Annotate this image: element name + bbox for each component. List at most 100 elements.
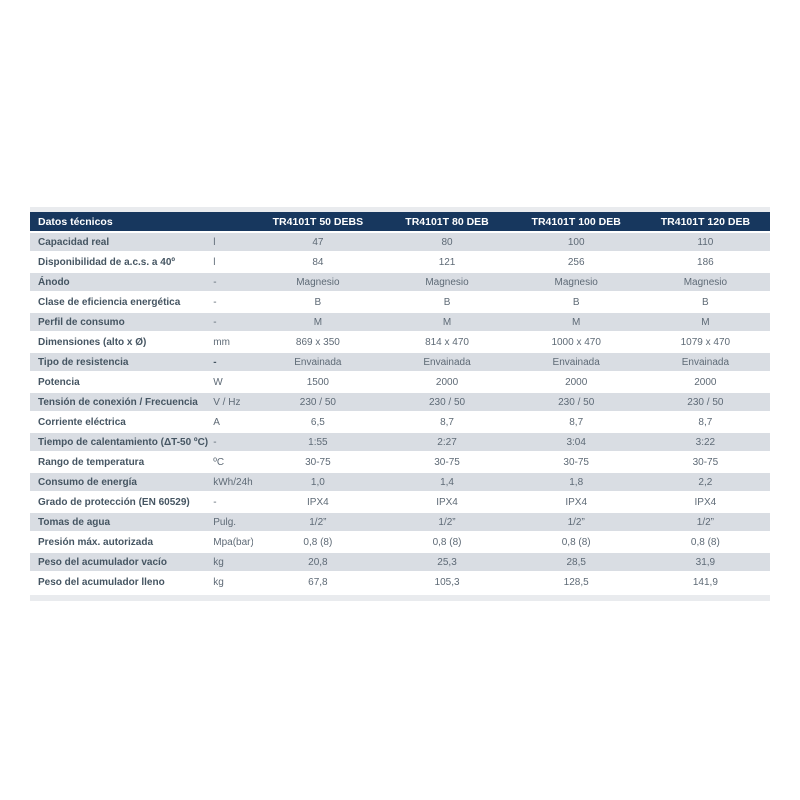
column-header-model-4: TR4101T 120 DEB [640,212,770,233]
row-unit: - [213,273,254,293]
row-value: 0,8 (8) [511,533,641,553]
row-unit: l [213,233,254,253]
row-label: Rango de temperatura [30,453,214,473]
row-value: 230 / 50 [253,393,383,413]
row-value: 1/2” [640,513,770,533]
row-unit: - [213,353,254,373]
row-label: Peso del acumulador lleno [30,573,214,593]
row-value: 128,5 [511,573,641,593]
table-top-strip [30,207,770,212]
row-label: Dimensiones (alto x Ø) [30,333,214,353]
table-bottom-strip [30,595,770,601]
table-row: Rango de temperatura ºC 30-75 30-75 30-75 30-… [30,453,770,473]
row-value: 1/2” [511,513,641,533]
table-row: Disponibilidad de a.c.s. a 40º l 84 121 256 1… [30,253,770,273]
row-value: Magnesio [382,273,512,293]
row-value: 8,7 [640,413,770,433]
row-value: 2000 [640,373,770,393]
row-unit: - [213,293,254,313]
spec-table: Datos técnicos TR4101T 50 DEBS TR4101T 8… [30,212,770,593]
column-header-model-2: TR4101T 80 DEB [382,212,512,233]
row-label: Consumo de energía [30,473,214,493]
row-label: Presión máx. autorizada [30,533,214,553]
row-value: B [511,293,641,313]
table-row: Presión máx. autorizada Mpa(bar) 0,8 (8) 0,… [30,533,770,553]
table-row: Perfil de consumo - M M M M [30,313,770,333]
row-unit: kWh/24h [213,473,254,493]
row-value: 1079 x 470 [640,333,770,353]
row-value: 8,7 [382,413,512,433]
row-value: 31,9 [640,553,770,573]
row-value: IPX4 [253,493,383,513]
row-value: 1,8 [511,473,641,493]
row-value: IPX4 [640,493,770,513]
row-value: 84 [253,253,383,273]
row-unit: ºC [213,453,254,473]
row-value: 25,3 [382,553,512,573]
row-value: Magnesio [640,273,770,293]
table-row: Corriente eléctrica A 6,5 8,7 8,7 8,7 [30,413,770,433]
table-row: Tiempo de calentamiento (ΔT-50 ºC) -1:55 2… [30,433,770,453]
row-value: 1,4 [382,473,512,493]
row-value: 869 x 350 [253,333,383,353]
row-label: Tiempo de calentamiento (ΔT-50 ºC) [30,433,214,453]
row-value: Envainada [640,353,770,373]
row-value: M [382,313,512,333]
row-value: B [640,293,770,313]
column-header-model-1: TR4101T 50 DEBS [253,212,383,233]
row-value: 28,5 [511,553,641,573]
table-row: Ánodo - Magnesio Magnesio Magnesio Magnesio [30,273,770,293]
row-label: Disponibilidad de a.c.s. a 40º [30,253,214,273]
row-unit: V / Hz [213,393,254,413]
row-value: IPX4 [382,493,512,513]
table-row: Tipo de resistencia - Envainada Envainada En… [30,353,770,373]
row-unit: W [213,373,254,393]
row-value: Magnesio [511,273,641,293]
row-value: Envainada [253,353,383,373]
table-row: Peso del acumulador lleno kg 67,8 105,3 128,… [30,573,770,593]
table-row: Tomas de agua Pulg. 1/2” 1/2” 1/2” 1/2” [30,513,770,533]
row-unit: Mpa(bar) [213,533,254,553]
table-row: Potencia W 1500 2000 2000 2000 [30,373,770,393]
table-body: Capacidad real l 47 80 100 110 Disponibilidad … [30,233,770,593]
row-value: 2,2 [640,473,770,493]
row-value: 1/2” [253,513,383,533]
table-row: Capacidad real l 47 80 100 110 [30,233,770,253]
row-value: 30-75 [253,453,383,473]
row-value: 2:27 [382,433,512,453]
row-value: 230 / 50 [511,393,641,413]
row-unit: mm [213,333,254,353]
row-value: 67,8 [253,573,383,593]
row-unit: - [213,493,254,513]
row-unit: A [213,413,254,433]
row-value: 2000 [382,373,512,393]
row-label: Potencia [30,373,214,393]
row-label: Clase de eficiencia energética [30,293,214,313]
row-value: 0,8 (8) [382,533,512,553]
row-value: 30-75 [640,453,770,473]
row-value: 1,0 [253,473,383,493]
row-value: 47 [253,233,383,253]
row-value: M [253,313,383,333]
row-value: B [253,293,383,313]
row-label: Grado de protección (EN 60529) [30,493,214,513]
row-label: Tomas de agua [30,513,214,533]
row-value: 0,8 (8) [640,533,770,553]
row-unit: kg [213,573,254,593]
table-row: Dimensiones (alto x Ø) mm 869 x 350 814 x 4… [30,333,770,353]
row-value: 0,8 (8) [253,533,383,553]
row-value: 141,9 [640,573,770,593]
row-value: IPX4 [511,493,641,513]
row-value: 110 [640,233,770,253]
row-value: 30-75 [511,453,641,473]
row-label: Capacidad real [30,233,214,253]
row-value: 186 [640,253,770,273]
row-unit: - [213,433,254,453]
row-value: 230 / 50 [640,393,770,413]
row-value: 8,7 [511,413,641,433]
row-unit: - [213,313,254,333]
row-value: M [511,313,641,333]
row-value: B [382,293,512,313]
row-value: Envainada [511,353,641,373]
